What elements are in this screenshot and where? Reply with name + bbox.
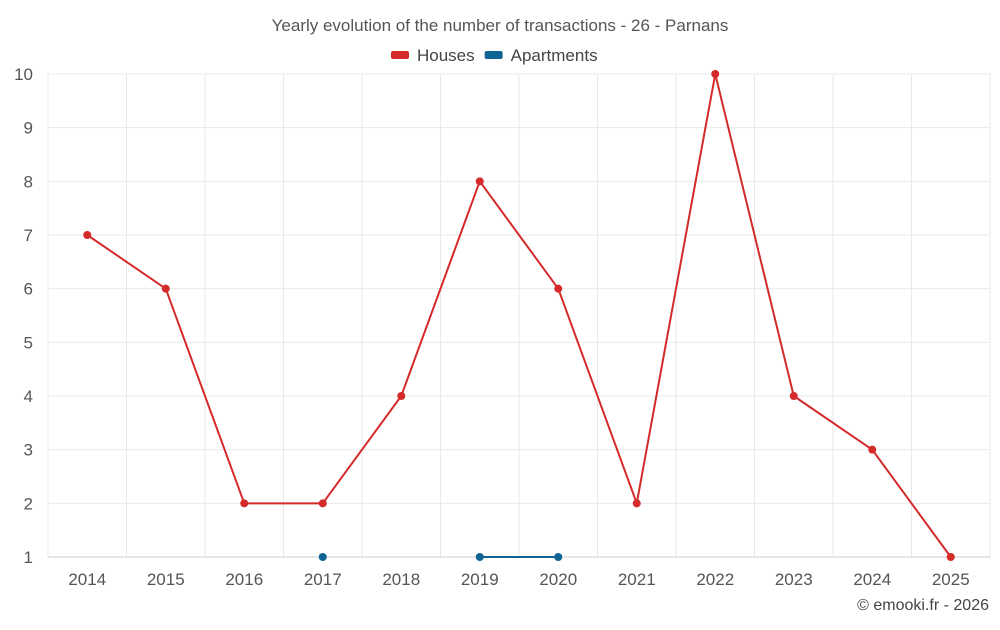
legend-swatch xyxy=(484,51,503,59)
series-line-segment xyxy=(400,180,481,397)
data-point-houses[interactable] xyxy=(632,499,641,508)
data-point-houses[interactable] xyxy=(554,284,563,293)
legend-item-apartments[interactable]: Apartments xyxy=(511,46,598,65)
chart-title: Yearly evolution of the number of transa… xyxy=(272,16,729,35)
grid xyxy=(47,73,991,557)
data-point-houses[interactable] xyxy=(711,70,720,78)
data-point-houses[interactable] xyxy=(318,499,327,508)
credit-text: © emooki.fr - 2026 xyxy=(857,597,989,614)
legend: Houses Apartments xyxy=(391,46,598,65)
x-tick-label: 2025 xyxy=(932,570,970,589)
data-point-houses[interactable] xyxy=(946,553,955,561)
data-point-houses[interactable] xyxy=(83,231,92,239)
y-tick-label: 4 xyxy=(24,387,33,406)
y-tick-label: 7 xyxy=(24,226,33,245)
series-line-segment xyxy=(792,395,874,451)
legend-item-houses[interactable]: Houses xyxy=(417,46,475,65)
series-line-segment xyxy=(714,73,795,397)
y-tick-label: 5 xyxy=(24,333,33,352)
x-tick-label: 2023 xyxy=(775,570,813,589)
x-tick-label: 2022 xyxy=(696,570,734,589)
x-tick-label: 2016 xyxy=(225,570,263,589)
data-point-houses[interactable] xyxy=(789,392,798,400)
series-line-segment xyxy=(321,395,403,505)
x-tick-label: 2015 xyxy=(147,570,185,589)
y-tick-label: 10 xyxy=(14,65,33,84)
y-tick-label: 1 xyxy=(24,548,33,567)
axes: 1 2 3 4 5 6 7 8 9 10 2014 2015 2016 2017 2018 2019 2020 2… xyxy=(14,65,990,589)
x-tick-label: 2019 xyxy=(461,570,499,589)
y-tick-label: 9 xyxy=(24,119,33,138)
series-line-segment xyxy=(871,448,952,558)
series-layer xyxy=(83,70,955,561)
series-line-segment xyxy=(557,287,638,505)
y-tick-label: 6 xyxy=(24,280,33,299)
data-point-apartments[interactable] xyxy=(475,553,484,561)
x-tick-label: 2020 xyxy=(539,570,577,589)
series-apartments xyxy=(318,553,563,561)
data-point-apartments[interactable] xyxy=(318,553,327,561)
data-point-houses[interactable] xyxy=(240,499,249,508)
data-point-houses[interactable] xyxy=(161,284,170,293)
y-tick-label: 3 xyxy=(24,441,33,460)
data-point-houses[interactable] xyxy=(475,177,484,186)
series-houses xyxy=(83,70,955,561)
x-tick-label: 2017 xyxy=(304,570,342,589)
x-tick-label: 2018 xyxy=(382,570,420,589)
series-line-segment xyxy=(86,234,167,290)
y-tick-label: 8 xyxy=(24,172,33,191)
y-tick-label: 2 xyxy=(24,494,33,513)
legend-swatch xyxy=(391,51,409,59)
data-point-apartments[interactable] xyxy=(554,553,563,561)
data-point-houses[interactable] xyxy=(868,445,877,454)
x-tick-label: 2014 xyxy=(68,570,106,589)
x-tick-label: 2024 xyxy=(853,570,891,589)
x-tick-label: 2021 xyxy=(618,570,656,589)
series-line-segment xyxy=(478,180,560,290)
data-point-houses[interactable] xyxy=(397,392,406,400)
series-line-segment xyxy=(164,287,246,505)
series-line-segment xyxy=(635,73,717,505)
